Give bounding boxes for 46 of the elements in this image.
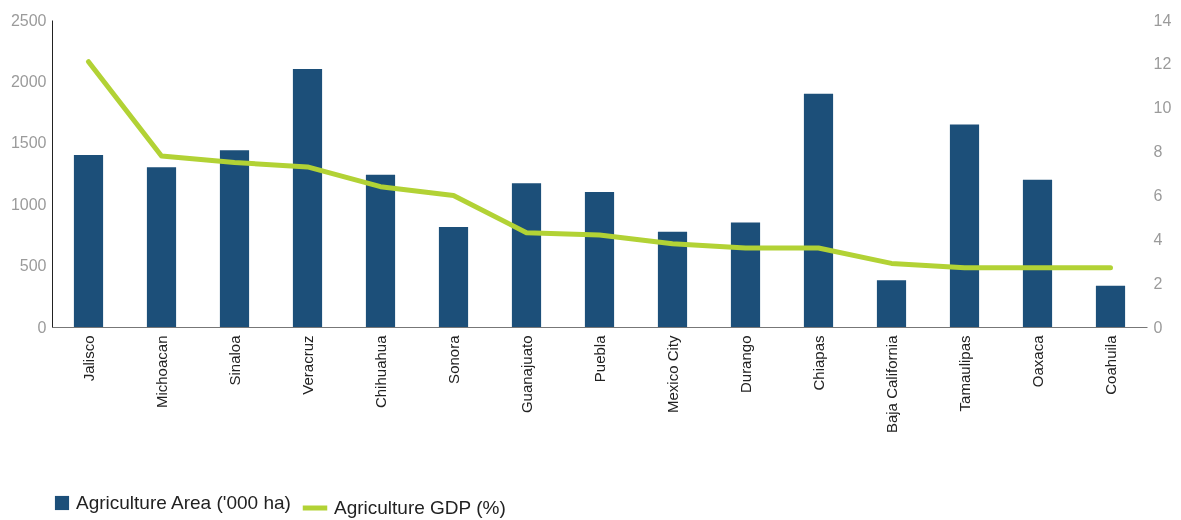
x-tick-label: Sinaloa	[225, 334, 243, 386]
x-tick-label: Guanajuato	[517, 335, 535, 414]
x-tick-label: Sonora	[444, 334, 462, 384]
x-tick-label: Durango	[736, 335, 754, 394]
y2-tick-label: 8	[1153, 143, 1163, 161]
bar	[511, 183, 542, 327]
y2-tick-label: 12	[1153, 55, 1172, 73]
x-tick-label: Coahuila	[1101, 334, 1119, 395]
y-tick-label: 500	[19, 257, 47, 275]
y2-tick-label: 2	[1153, 274, 1163, 292]
x-tick-label: Michoacan	[152, 335, 170, 409]
y-tick-label: 1500	[10, 134, 47, 152]
bar	[949, 124, 980, 327]
x-tick-label: Mexico City	[663, 335, 681, 414]
bar	[219, 150, 250, 327]
x-tick-label: Chiapas	[809, 335, 827, 391]
bar	[365, 174, 396, 327]
bar	[292, 69, 323, 327]
y-tick-label: 2500	[10, 11, 47, 29]
x-tick-label: Baja California	[882, 334, 900, 434]
y2-tick-label: 14	[1153, 11, 1172, 29]
bar	[730, 222, 761, 327]
bar	[657, 231, 688, 327]
y-tick-label: 0	[37, 318, 47, 336]
bar	[438, 226, 469, 327]
x-tick-label: Veracruz	[298, 335, 316, 395]
bar	[803, 93, 834, 327]
bar	[876, 280, 907, 327]
bar	[146, 167, 177, 327]
y-tick-label: 1000	[10, 195, 47, 213]
y2-tick-label: 0	[1153, 318, 1163, 336]
bar	[73, 155, 104, 327]
bar	[1022, 179, 1053, 327]
legend-label: Agriculture Area ('000 ha)	[76, 492, 291, 513]
y2-tick-label: 6	[1153, 186, 1163, 204]
x-tick-label: Tamaulipas	[955, 335, 973, 412]
x-tick-label: Puebla	[590, 334, 608, 383]
bar	[1095, 285, 1126, 327]
bar	[584, 191, 615, 327]
x-tick-label: Jalisco	[79, 335, 97, 382]
y2-tick-label: 4	[1153, 230, 1163, 248]
y-tick-label: 2000	[10, 72, 47, 90]
x-tick-label: Oaxaca	[1028, 334, 1046, 388]
legend-label: Agriculture GDP (%)	[334, 497, 506, 518]
y2-tick-label: 10	[1153, 99, 1172, 117]
x-tick-label: Chihuahua	[371, 334, 389, 409]
